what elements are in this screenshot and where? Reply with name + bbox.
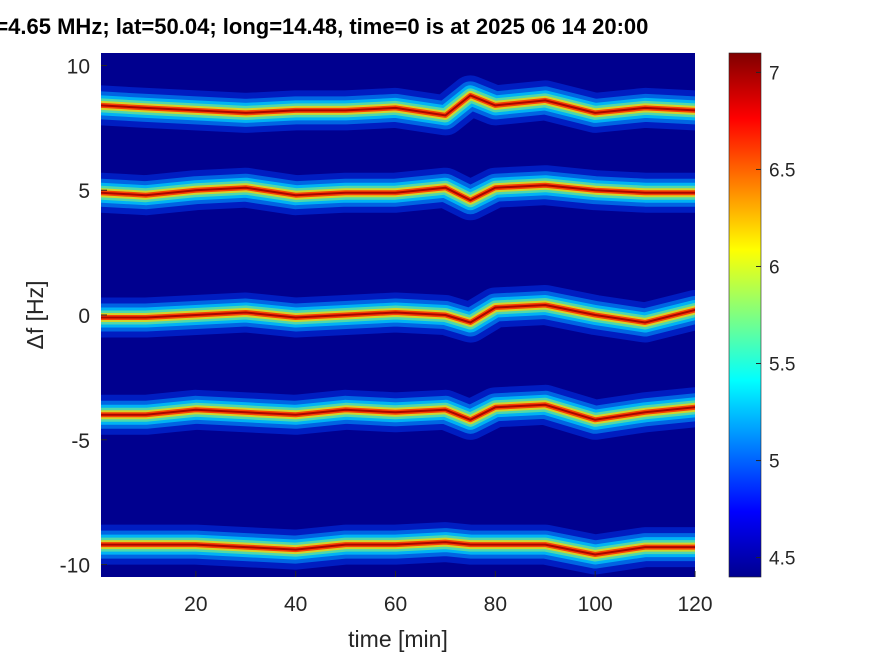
x-tick-label: 20 <box>184 593 207 616</box>
y-tick-label: 0 <box>78 305 90 328</box>
colorbar-tick-label: 6.5 <box>769 160 795 181</box>
trace-band-2 <box>101 165 695 221</box>
x-tick-label: 40 <box>284 593 307 616</box>
trace-band-3 <box>101 285 695 343</box>
trace-1-layer-7 <box>101 94 695 117</box>
y-tick-label: 10 <box>67 55 90 78</box>
trace-5-layer-7 <box>101 541 695 556</box>
y-tick-label: 5 <box>78 180 90 203</box>
colorbar-tick-label: 4.5 <box>769 549 795 570</box>
colorbar-ticks: 4.5 5 5.5 6 6.5 7 <box>756 63 795 570</box>
x-tick-label: 120 <box>677 593 712 616</box>
colorbar-tick-label: 7 <box>769 63 780 84</box>
trace-2-layer-7 <box>101 184 695 202</box>
traces-layer <box>101 75 695 575</box>
y-axis-label: Δf [Hz] <box>22 280 48 349</box>
colorbar-tick-label: 5 <box>769 452 780 473</box>
x-tick-label: 100 <box>578 593 613 616</box>
colorbar-tick-label: 5.5 <box>769 355 795 376</box>
trace-3-layer-7 <box>101 304 695 324</box>
trace-band-5 <box>101 522 695 575</box>
x-tick-label: 60 <box>384 593 407 616</box>
trace-4-layer-7 <box>101 403 695 421</box>
y-tick-label: -5 <box>71 430 90 453</box>
x-ticks: 20 40 60 80 100 120 <box>184 571 713 616</box>
x-axis-label: time [min] <box>348 626 448 652</box>
colorbar <box>728 52 762 578</box>
x-tick-label: 80 <box>484 593 507 616</box>
y-ticks: 10 5 0 -5 -10 <box>60 55 107 578</box>
colorbar-tick-label: 6 <box>769 257 780 278</box>
trace-band-4 <box>101 384 695 440</box>
chart-title: f=4.65 MHz; lat=50.04; long=14.48, time=… <box>0 14 649 39</box>
trace-band-1 <box>101 75 695 136</box>
y-tick-label: -10 <box>60 555 90 578</box>
